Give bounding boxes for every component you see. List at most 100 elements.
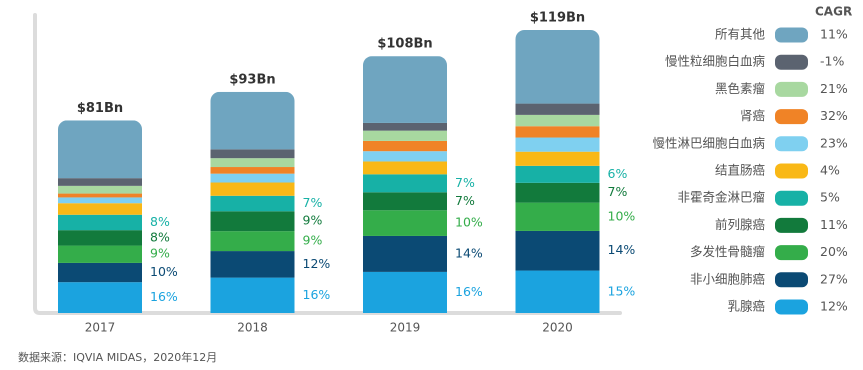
legend-cagr: 21% xyxy=(820,81,848,96)
bar-segment xyxy=(210,182,295,196)
value-label: 10% xyxy=(455,215,483,230)
value-label: 8% xyxy=(150,229,170,244)
x-tick-label: 2018 xyxy=(237,321,268,335)
legend-label: 所有其他 xyxy=(715,27,766,42)
value-label: 16% xyxy=(455,284,483,299)
bar-segment xyxy=(210,195,295,212)
bar-segment xyxy=(515,165,600,183)
bar-segment xyxy=(58,197,142,204)
bar-segment xyxy=(363,210,447,236)
bar-segment xyxy=(363,174,447,193)
bar-stack xyxy=(363,56,447,313)
bar-segment xyxy=(58,282,142,313)
legend-cagr: 23% xyxy=(820,135,848,150)
legend-swatch xyxy=(775,245,808,261)
legend-cagr: 20% xyxy=(820,244,848,259)
bar-segment xyxy=(58,245,142,263)
x-tick-label: 2020 xyxy=(542,321,573,335)
value-label: 7% xyxy=(608,184,628,199)
bar-segment xyxy=(515,126,600,138)
legend-label: 非霍奇金淋巴瘤 xyxy=(677,190,765,205)
value-label: 14% xyxy=(608,242,636,257)
legend-swatch xyxy=(775,136,808,152)
bar-segment xyxy=(58,120,142,179)
value-label: 7% xyxy=(455,175,475,190)
bar-segment xyxy=(515,202,600,231)
bar-segment xyxy=(210,167,295,174)
legend-label: 肾癌 xyxy=(740,108,765,123)
legend-cagr: 11% xyxy=(820,217,848,232)
bar-segment xyxy=(363,192,447,211)
bar-segment xyxy=(210,231,295,252)
bar-segment xyxy=(58,178,142,186)
legend-cagr: 27% xyxy=(820,271,848,286)
legend-label: 慢性粒细胞白血病 xyxy=(665,54,765,69)
axis xyxy=(33,13,622,315)
legend-label: 非小细胞肺癌 xyxy=(690,271,765,286)
legend-label: 乳腺癌 xyxy=(727,299,765,314)
bar-segment xyxy=(363,235,447,272)
value-label: 10% xyxy=(608,208,636,223)
value-label: 16% xyxy=(150,289,178,304)
legend-cagr: 32% xyxy=(820,108,848,123)
bar-segment xyxy=(210,173,295,183)
x-tick-label: 2019 xyxy=(390,321,421,335)
bar-segment xyxy=(515,103,600,115)
legend-label: 慢性淋巴细胞白血病 xyxy=(652,135,765,150)
legend-cagr: 4% xyxy=(820,163,840,178)
total-label: $81Bn xyxy=(77,101,123,116)
value-label: 7% xyxy=(455,193,475,208)
bar-stack xyxy=(58,120,142,313)
value-label: 12% xyxy=(303,256,331,271)
bar-stack xyxy=(210,91,295,313)
value-label: 9% xyxy=(150,246,170,261)
bar-segment xyxy=(515,151,600,166)
legend-cagr: 12% xyxy=(820,299,848,314)
legend-swatch xyxy=(775,190,808,206)
total-label: $119Bn xyxy=(530,11,585,26)
bar-segment xyxy=(363,122,447,131)
value-label: 14% xyxy=(455,245,483,260)
bar-segment xyxy=(515,270,600,313)
value-label: 15% xyxy=(608,283,636,298)
value-label: 9% xyxy=(303,233,323,248)
bar-segment xyxy=(363,161,447,175)
legend-label: 黑色素瘤 xyxy=(715,81,766,96)
value-label: 16% xyxy=(303,287,331,302)
bar-segment xyxy=(58,262,142,283)
legend-swatch xyxy=(775,217,808,233)
bar-segment xyxy=(515,137,600,152)
value-label: 6% xyxy=(608,166,628,181)
legend-swatch xyxy=(775,81,808,97)
legend-label: 结直肠癌 xyxy=(715,163,765,178)
bar-segment xyxy=(515,182,600,203)
bar-segment xyxy=(210,211,295,232)
bar-segment xyxy=(210,277,295,313)
bar-segment xyxy=(363,271,447,313)
source: 数据来源：IQVIA MIDAS，2020年12月 xyxy=(18,350,217,364)
x-tick-label: 2017 xyxy=(85,321,116,335)
bar-segment xyxy=(515,230,600,271)
legend-cagr: -1% xyxy=(820,54,844,69)
legend-cagr: 11% xyxy=(820,27,848,42)
legend-swatch xyxy=(775,163,808,179)
bar-segment xyxy=(210,91,295,150)
bar-segment xyxy=(58,203,142,215)
bar-segment xyxy=(363,130,447,141)
legend-label: 前列腺癌 xyxy=(715,217,765,232)
legend-label: 多发性骨髓瘤 xyxy=(690,244,766,259)
legend-title: CAGR xyxy=(815,5,852,19)
total-label: $108Bn xyxy=(377,37,432,52)
bar-segment xyxy=(515,30,600,104)
bar-segment xyxy=(58,230,142,246)
bar-segment xyxy=(515,114,600,127)
bar-segment xyxy=(210,158,295,168)
value-label: 8% xyxy=(150,214,170,229)
bar-segment xyxy=(58,193,142,198)
legend-swatch xyxy=(775,109,808,125)
legend-cagr: 5% xyxy=(820,190,840,205)
legend-swatch xyxy=(775,299,808,315)
bar-segment xyxy=(58,214,142,231)
total-label: $93Bn xyxy=(229,72,275,87)
bar-segment xyxy=(58,185,142,194)
